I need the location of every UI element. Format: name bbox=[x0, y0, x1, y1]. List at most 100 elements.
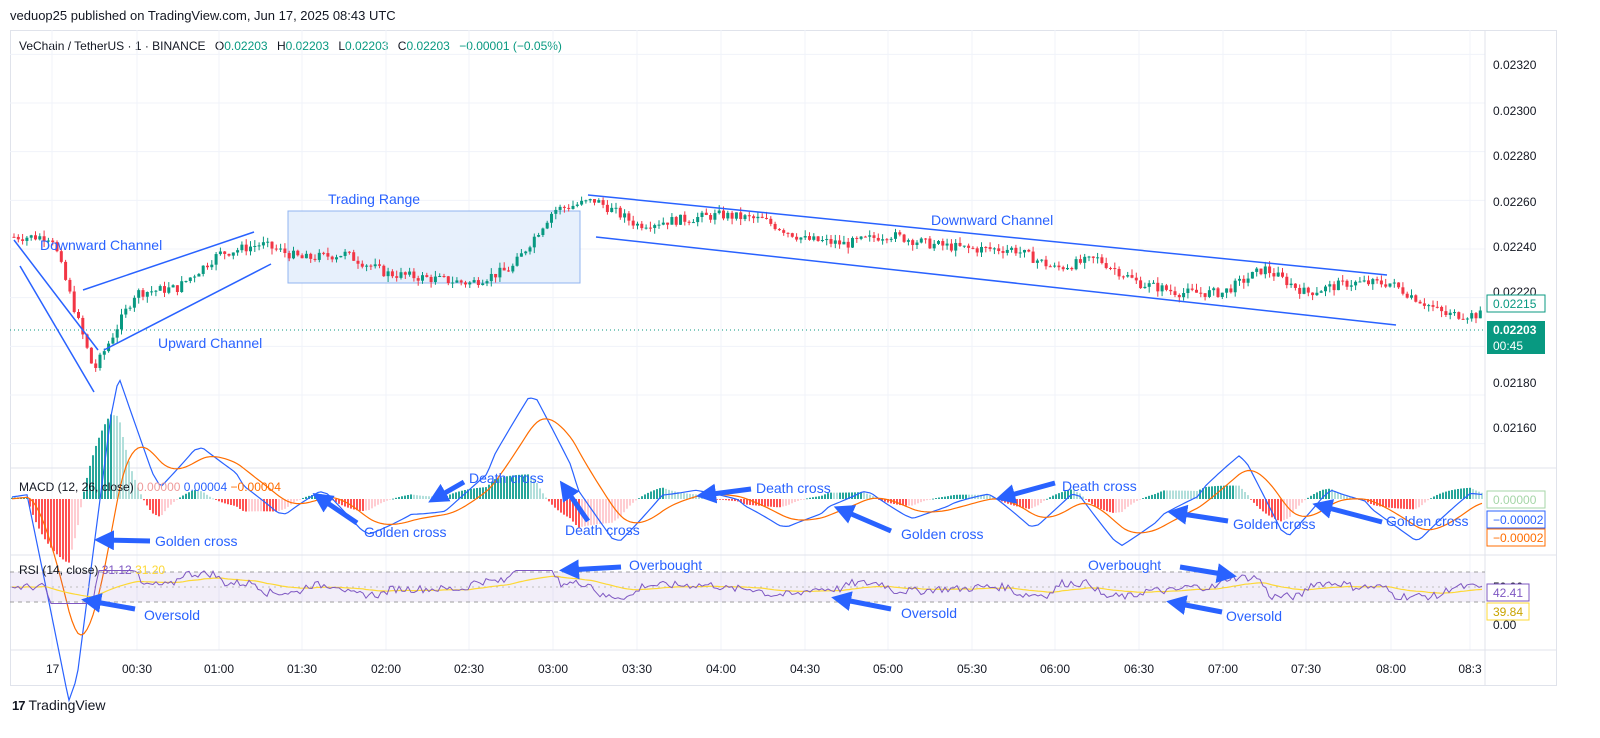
candle-body bbox=[1414, 295, 1418, 302]
candle-body bbox=[270, 241, 274, 249]
macd-histogram-bar bbox=[1337, 492, 1339, 499]
macd-histogram-bar bbox=[935, 498, 937, 499]
annotation-arrow bbox=[428, 479, 466, 503]
macd-histogram-bar bbox=[605, 499, 607, 524]
candle-body bbox=[1392, 282, 1396, 284]
candle-body bbox=[928, 238, 932, 249]
macd-histogram-bar bbox=[1478, 491, 1480, 499]
macd-annotation-1: Golden cross bbox=[155, 533, 237, 549]
macd-histogram-bar bbox=[593, 499, 595, 525]
macd-histogram-bar bbox=[1298, 499, 1300, 506]
candle-body bbox=[967, 245, 971, 248]
macd-histogram-bar bbox=[470, 488, 472, 499]
candle-body bbox=[1083, 256, 1087, 263]
annotation-arrow bbox=[696, 483, 752, 504]
macd-histogram-bar bbox=[1139, 499, 1141, 500]
candle-body bbox=[1336, 280, 1340, 291]
last-price-marker bbox=[1487, 321, 1545, 354]
candle-body bbox=[1096, 257, 1100, 259]
candle-body bbox=[519, 253, 523, 257]
candle-body bbox=[390, 271, 394, 277]
macd-histogram-bar bbox=[1376, 499, 1378, 506]
candle-body bbox=[326, 253, 330, 257]
macd-histogram-bar bbox=[317, 493, 319, 499]
macd-histogram-bar bbox=[113, 415, 115, 499]
macd-histogram-bar bbox=[428, 496, 430, 499]
macd-histogram-bar bbox=[1412, 499, 1414, 510]
chart-frame bbox=[10, 30, 1557, 686]
macd-histogram-bar bbox=[407, 494, 409, 499]
macd-histogram-bar bbox=[1388, 499, 1390, 508]
macd-histogram-bar bbox=[233, 499, 235, 506]
macd-histogram-bar bbox=[1103, 499, 1105, 511]
candle-body bbox=[709, 215, 713, 220]
annotation-arrows bbox=[81, 479, 1383, 615]
macd-histogram-bar bbox=[503, 476, 505, 499]
macd-histogram-bar bbox=[500, 477, 502, 499]
candle-body bbox=[902, 234, 906, 242]
candle-body bbox=[700, 212, 704, 218]
macd-histogram-bar bbox=[809, 497, 811, 499]
macd-histogram-bar bbox=[416, 495, 418, 499]
macd-histogram-bar bbox=[350, 499, 352, 509]
candle-body bbox=[631, 220, 635, 226]
candle-body bbox=[29, 235, 33, 238]
candle-body bbox=[958, 242, 962, 246]
annotation-arrow bbox=[559, 559, 622, 580]
macd-histogram-bar bbox=[1028, 499, 1030, 509]
rsi-ma-marker bbox=[1486, 602, 1530, 621]
candle-body bbox=[687, 221, 691, 223]
candle-body bbox=[906, 240, 910, 242]
macd-histogram-bar bbox=[686, 493, 688, 499]
candle-body bbox=[593, 199, 596, 203]
candle-body bbox=[481, 283, 485, 285]
macd-histogram-bar bbox=[356, 499, 358, 511]
macd-histogram-bar bbox=[662, 487, 664, 499]
macd-histogram-bar bbox=[497, 478, 499, 499]
candle-body bbox=[932, 243, 936, 249]
macd-histogram-bar bbox=[65, 499, 67, 562]
macd-histogram-bar bbox=[1436, 494, 1438, 499]
macd-histogram-bar bbox=[707, 497, 709, 499]
candle-body bbox=[808, 236, 811, 240]
macd-histogram-bar bbox=[191, 490, 193, 499]
candle-body bbox=[369, 265, 373, 267]
macd-histogram-bar bbox=[161, 499, 163, 516]
countdown-text: 00:45 bbox=[1493, 339, 1523, 353]
candle-body bbox=[1401, 287, 1405, 294]
candle-body bbox=[1014, 247, 1018, 254]
candle-body bbox=[1164, 285, 1168, 290]
macd-histogram-bar bbox=[1190, 490, 1192, 499]
candle-body bbox=[894, 232, 897, 239]
candle-body bbox=[124, 308, 128, 315]
macd-histogram-bar bbox=[554, 499, 556, 508]
time-tick: 01:00 bbox=[204, 662, 234, 676]
macd-histogram-bar bbox=[1334, 491, 1336, 499]
tradingview-brand[interactable]: 17 TradingView bbox=[12, 697, 106, 713]
candle-body bbox=[1345, 280, 1349, 287]
candle-body bbox=[266, 241, 270, 243]
annotation-arrow bbox=[1167, 504, 1229, 525]
macd-histogram-bar bbox=[587, 499, 589, 526]
macd-histogram-bar bbox=[1346, 496, 1348, 499]
candle-body bbox=[1207, 290, 1211, 297]
macd-histogram-bar bbox=[458, 491, 460, 499]
rsi-value: 31.12 bbox=[101, 563, 132, 577]
candle-body bbox=[16, 236, 20, 240]
macd-histogram-bar bbox=[983, 495, 985, 499]
macd-histogram-bar bbox=[506, 476, 508, 499]
candle-body bbox=[816, 236, 820, 242]
macd-histogram-bar bbox=[1097, 499, 1099, 508]
candle-body bbox=[889, 238, 893, 240]
macd-histogram-bar bbox=[821, 495, 823, 499]
macd-histogram-bar bbox=[1172, 490, 1174, 499]
macd-histogram-bar bbox=[1481, 492, 1483, 499]
macd-histogram-bar bbox=[35, 499, 37, 523]
candle-body bbox=[734, 212, 738, 219]
candle-body bbox=[1328, 284, 1332, 287]
macd-annotation-7: Death cross bbox=[1062, 478, 1137, 494]
candle-body bbox=[812, 236, 816, 240]
candle-body bbox=[184, 280, 188, 282]
candle-body bbox=[670, 217, 674, 225]
